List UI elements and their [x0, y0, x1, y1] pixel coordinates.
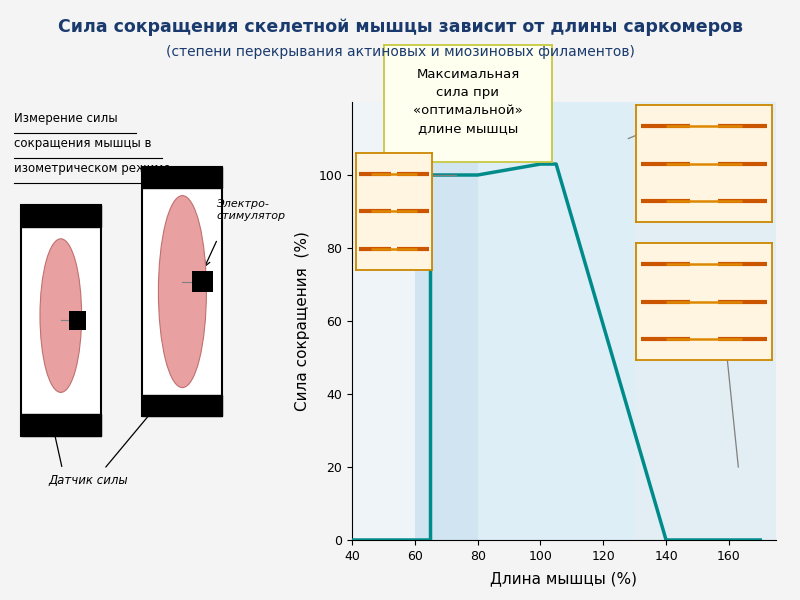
- Text: Максимальная
сила при
«оптимальной»
длине мышцы: Максимальная сила при «оптимальной» длин…: [413, 68, 523, 134]
- Bar: [69, 311, 86, 330]
- Bar: [21, 205, 101, 436]
- Bar: [192, 271, 213, 292]
- Bar: [21, 414, 101, 436]
- Bar: [142, 167, 222, 188]
- Text: Датчик силы: Датчик силы: [48, 474, 128, 487]
- Text: изометрическом режиме: изометрическом режиме: [14, 161, 171, 175]
- Bar: [634, 102, 776, 540]
- X-axis label: Длина мышцы (%): Длина мышцы (%): [490, 571, 638, 586]
- Text: Сила сокращения скелетной мышцы зависит от длины саркомеров: Сила сокращения скелетной мышцы зависит …: [58, 18, 742, 36]
- Bar: [415, 102, 478, 540]
- Text: Электро-
стимулятор: Электро- стимулятор: [216, 199, 285, 221]
- Text: (степени перекрывания актиновых и миозиновых филаментов): (степени перекрывания актиновых и миозин…: [166, 45, 634, 59]
- Text: сокращения мышцы в: сокращения мышцы в: [14, 137, 152, 149]
- Bar: [478, 102, 634, 540]
- Bar: [21, 205, 101, 227]
- Bar: [142, 395, 222, 416]
- Text: $l_0$: $l_0$: [534, 598, 547, 600]
- Bar: [142, 167, 222, 416]
- Ellipse shape: [40, 239, 82, 392]
- Ellipse shape: [158, 196, 206, 388]
- Y-axis label: Сила сокращения  (%): Сила сокращения (%): [295, 231, 310, 411]
- Text: Измерение силы: Измерение силы: [14, 112, 118, 125]
